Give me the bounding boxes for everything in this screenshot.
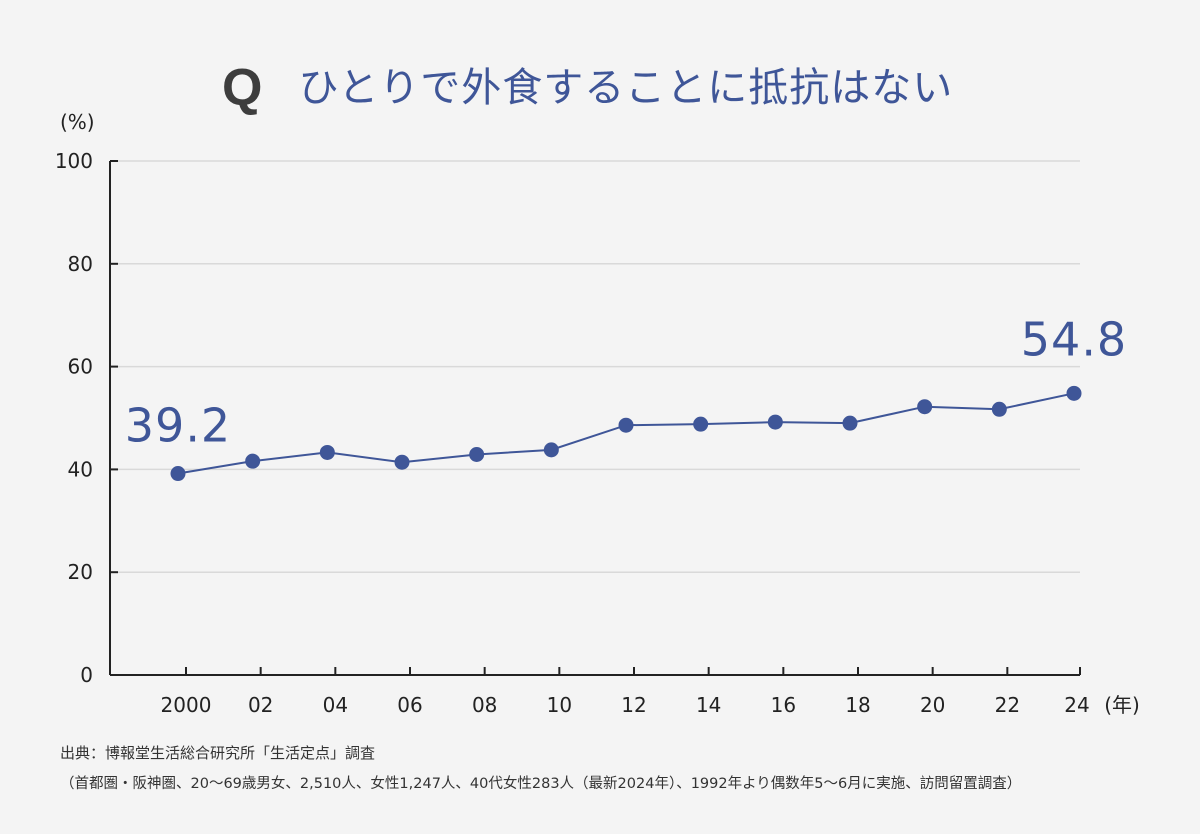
data-label: 54.8 [1021, 312, 1127, 366]
data-point [469, 446, 485, 462]
data-point [170, 466, 186, 482]
x-tick-label: 20 [920, 693, 945, 717]
chart-title-text: ひとりで外食することに抵抗はない [298, 65, 954, 111]
x-axis-unit-label: (年) [1104, 693, 1140, 717]
data-point [394, 454, 410, 470]
y-axis-unit-label: (%) [60, 110, 95, 134]
x-tick-label: 22 [995, 693, 1020, 717]
data-point [319, 444, 335, 460]
source-detail-note: （首都圏・阪神圏、20～69歳男女、2,510人、女性1,247人、40代女性2… [60, 776, 1022, 792]
data-point [842, 415, 858, 431]
data-point [693, 416, 709, 432]
x-tick-label: 12 [621, 693, 646, 717]
x-tick-label: 24 [1064, 693, 1089, 717]
x-tick-label: 08 [472, 693, 497, 717]
y-tick-label: 60 [68, 355, 93, 379]
data-point [1066, 385, 1082, 401]
source-note: 出典：博報堂生活総合研究所「生活定点」調査 [60, 744, 376, 762]
x-tick-label: 16 [771, 693, 796, 717]
x-tick-label: 10 [547, 693, 572, 717]
data-point [618, 417, 634, 433]
question-mark-label: Q [222, 59, 263, 117]
x-tick-label: 14 [696, 693, 721, 717]
x-tick-label: 18 [845, 693, 870, 717]
data-point [543, 442, 559, 458]
x-tick-label: 04 [323, 693, 348, 717]
y-tick-label: 20 [68, 560, 93, 584]
data-point [917, 399, 933, 415]
data-point [991, 401, 1007, 417]
x-tick-label: 2000 [161, 693, 212, 717]
x-tick-label: 02 [248, 693, 273, 717]
data-label: 39.2 [125, 399, 231, 453]
data-point [245, 453, 261, 469]
chart-title: Q ひとりで外食することに抵抗はない [222, 58, 953, 118]
y-tick-label: 0 [80, 663, 93, 687]
y-tick-label: 100 [55, 149, 93, 173]
data-point [767, 414, 783, 430]
x-tick-label: 06 [397, 693, 422, 717]
series-line [177, 392, 1075, 475]
y-tick-label: 40 [68, 457, 93, 481]
y-tick-label: 80 [68, 252, 93, 276]
